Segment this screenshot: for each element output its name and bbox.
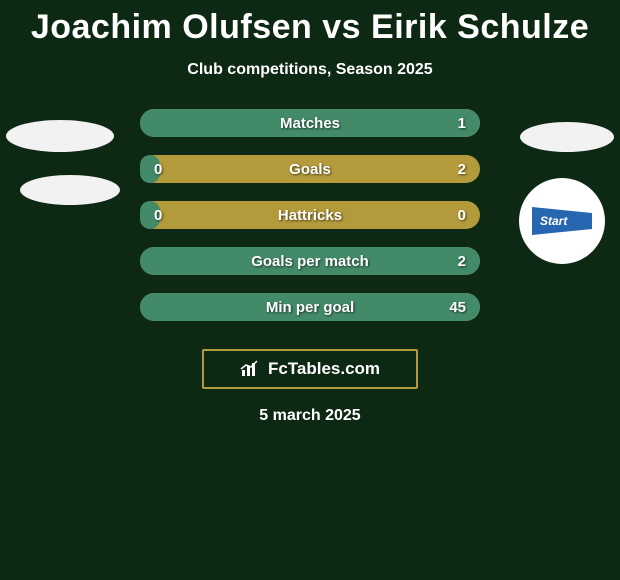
page-title: Joachim Olufsen vs Eirik Schulze — [0, 0, 620, 47]
stat-value-p2: 1 — [458, 115, 466, 132]
stats-container: Matches 1 0 Goals 2 0 Hattricks 0 Goals … — [140, 109, 480, 321]
stat-value-p2: 2 — [458, 161, 466, 178]
stat-label: Min per goal — [140, 299, 480, 316]
player2-avatar — [520, 122, 614, 152]
stat-label: Hattricks — [140, 207, 480, 224]
branding-box: FcTables.com — [202, 349, 418, 389]
stat-bar-goals: 0 Goals 2 — [140, 155, 480, 183]
branding-text: FcTables.com — [268, 359, 380, 379]
stat-bar-hattricks: 0 Hattricks 0 — [140, 201, 480, 229]
start-pennant-icon: Start — [530, 201, 594, 241]
player2-club-badge: Start — [519, 178, 605, 264]
stat-bar-goals-per-match: Goals per match 2 — [140, 247, 480, 275]
stat-value-p2: 2 — [458, 253, 466, 270]
stat-bar-min-per-goal: Min per goal 45 — [140, 293, 480, 321]
stat-bar-matches: Matches 1 — [140, 109, 480, 137]
stat-value-p2: 45 — [449, 299, 466, 316]
stat-label: Goals per match — [140, 253, 480, 270]
chart-icon — [240, 360, 262, 378]
player1-club-badge — [20, 175, 120, 205]
player1-avatar — [6, 120, 114, 152]
stat-label: Matches — [140, 115, 480, 132]
date-text: 5 march 2025 — [0, 407, 620, 425]
svg-text:Start: Start — [540, 214, 568, 228]
stat-label: Goals — [140, 161, 480, 178]
stat-value-p2: 0 — [458, 207, 466, 224]
subtitle: Club competitions, Season 2025 — [0, 61, 620, 79]
